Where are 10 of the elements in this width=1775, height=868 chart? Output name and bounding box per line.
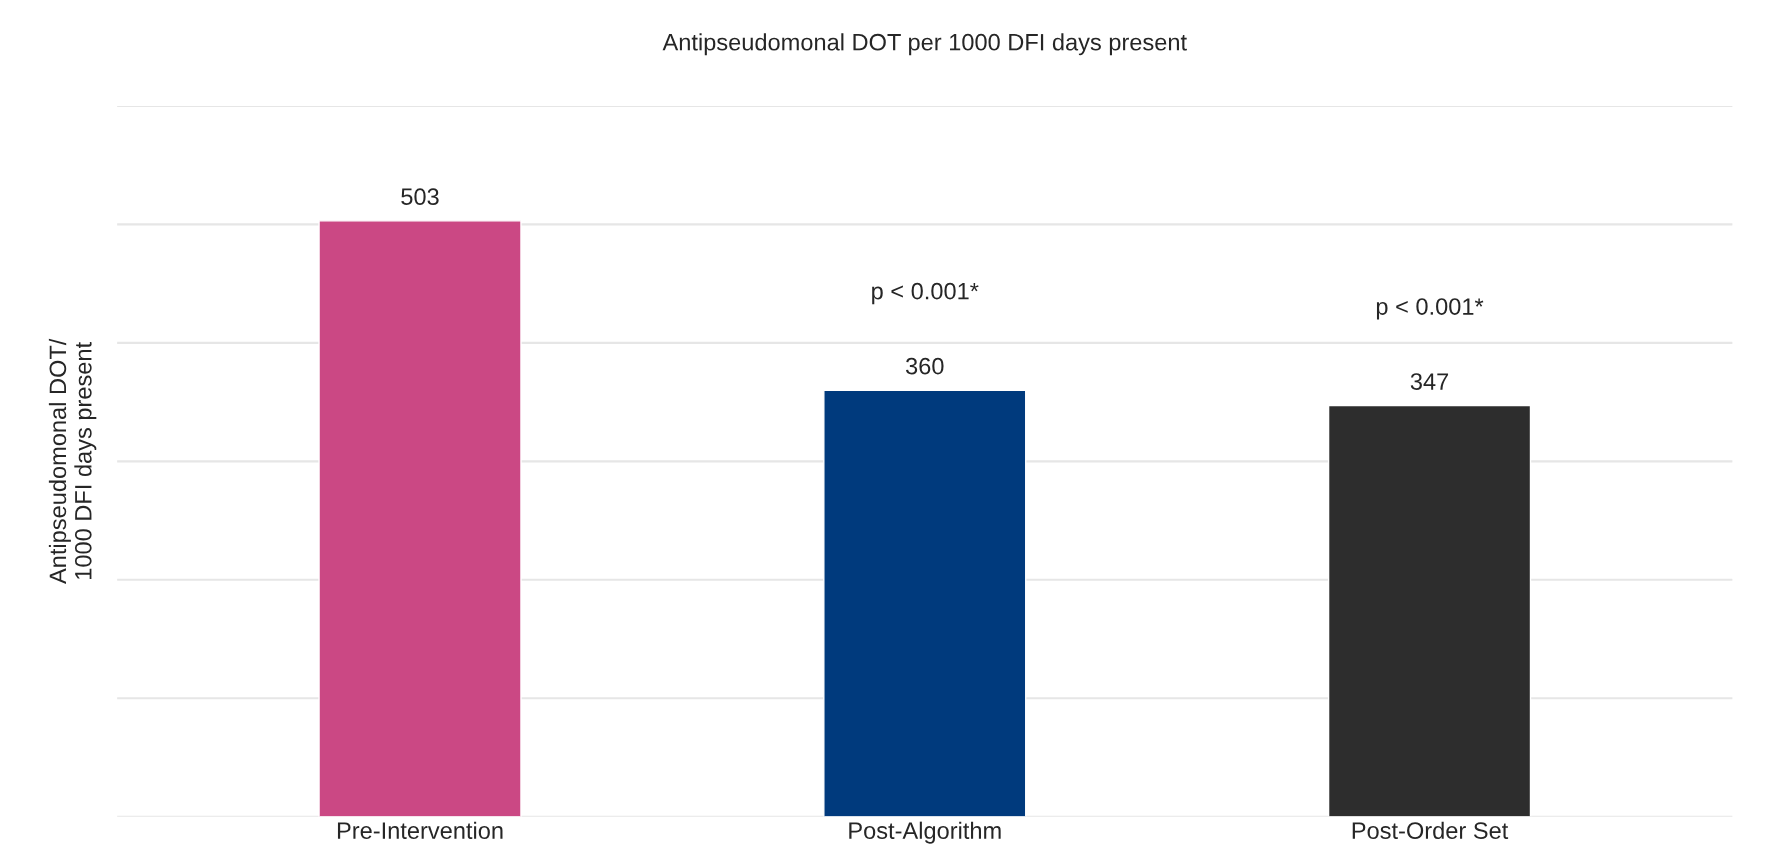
y-axis-title: Antipseudomonal DOT/ 1000 DFI days present [48,338,97,584]
data-label: 347 [1410,373,1449,390]
x-tick-label: Post-Order Set [1352,821,1509,839]
annotation: p < 0.001* [1376,298,1484,320]
chart-title: Antipseudomonal DOT per 1000 DFI days present [662,33,1187,56]
data-label: 503 [401,188,439,206]
x-tick-label: Pre-Intervention [337,821,503,839]
data-label: 360 [905,357,944,375]
x-tick-label: Post-Algorithm [849,821,1001,844]
annotation: p < 0.001* [872,282,979,305]
